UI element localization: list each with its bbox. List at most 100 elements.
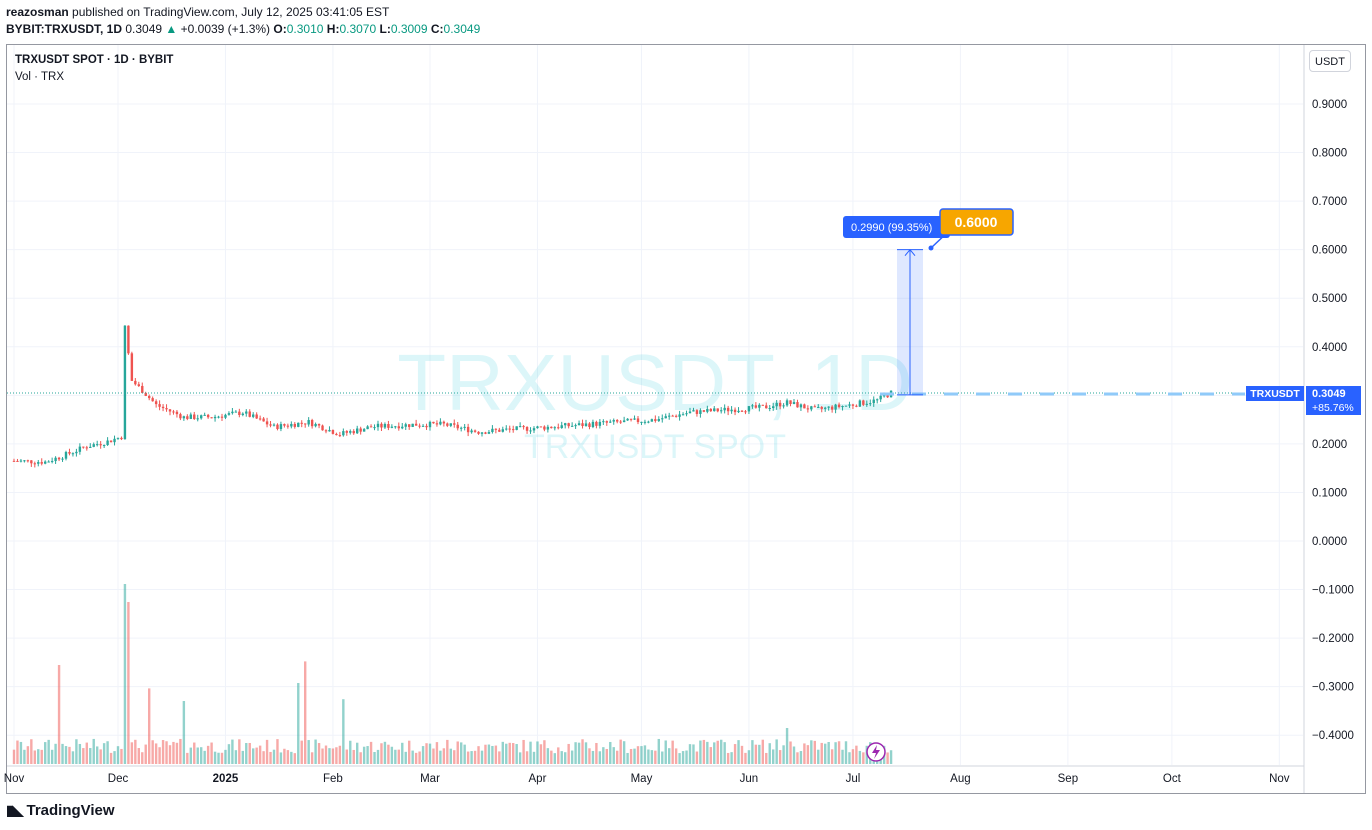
volume-bar — [803, 743, 806, 764]
candle-body — [643, 421, 647, 423]
candle-body — [442, 421, 446, 424]
volume-bar — [692, 744, 695, 764]
candle-body — [265, 421, 269, 425]
volume-bar — [612, 747, 615, 764]
candle-body — [508, 428, 511, 430]
volume-bar — [505, 743, 508, 764]
volume-bar — [647, 749, 650, 764]
volume-bar — [203, 750, 206, 764]
volume-bar — [85, 742, 88, 764]
tradingview-logo-icon: ▮◣ — [6, 802, 24, 818]
volume-bar — [463, 744, 466, 764]
volume-bar — [258, 745, 262, 764]
volume-bar — [154, 743, 158, 764]
chart-legend-main[interactable]: TRXUSDT SPOT · 1D · BYBIT — [15, 54, 174, 66]
last-price: 0.3049 — [125, 22, 163, 36]
volume-bar — [605, 748, 608, 764]
volume-bar — [414, 752, 418, 764]
candle-body — [151, 398, 154, 402]
volume-bar — [435, 742, 439, 764]
candle-body — [633, 418, 636, 420]
candle-body — [602, 421, 605, 423]
volume-bar — [428, 743, 432, 764]
volume-bar — [772, 749, 775, 764]
volume-bar — [186, 752, 189, 764]
volume-bar — [543, 740, 546, 764]
candle-body — [567, 423, 570, 427]
candle-body — [123, 325, 127, 440]
candle-body — [380, 423, 383, 428]
y-tick-label: 0.5000 — [1312, 293, 1347, 305]
volume-bar — [820, 742, 823, 764]
candle-body — [175, 411, 179, 415]
candle-body — [796, 402, 799, 408]
candle-body — [522, 426, 525, 428]
volume-bar — [106, 741, 109, 764]
volume-bar — [82, 748, 85, 764]
volume-bar — [362, 746, 366, 764]
candle-body — [324, 430, 328, 432]
candle-body — [543, 426, 546, 430]
volume-bar — [633, 748, 636, 764]
candle-body — [536, 426, 539, 429]
volume-bar — [50, 749, 54, 764]
candle-body — [57, 457, 61, 460]
y-tick-label: 0.4000 — [1312, 342, 1347, 354]
candle-body — [106, 440, 109, 446]
volume-bar — [678, 753, 681, 764]
volume-bar — [536, 741, 539, 764]
candle-body — [484, 432, 487, 434]
watermark-symbol: TRXUSDT, 1D — [397, 338, 913, 427]
volume-bar — [778, 750, 782, 764]
volume-bar — [307, 740, 310, 764]
candle-body — [612, 420, 615, 422]
volume-bar — [12, 749, 16, 764]
candle-body — [785, 400, 789, 406]
volume-bar — [144, 744, 147, 764]
candle-body — [886, 395, 889, 398]
currency-unit-button[interactable]: USDT — [1309, 50, 1351, 72]
volume-bar — [889, 750, 893, 764]
candle-body — [505, 428, 508, 430]
volume-bar — [688, 744, 692, 764]
target-price-text: 0.6000 — [955, 214, 998, 230]
target-price-box[interactable] — [939, 208, 1014, 236]
volume-bar — [224, 749, 227, 764]
candle-body — [231, 411, 234, 414]
candle-body — [685, 413, 688, 415]
volume-bar — [830, 749, 834, 764]
candle-body — [328, 429, 331, 432]
volume-bar — [512, 743, 515, 764]
candle-body — [366, 426, 369, 430]
candle-body — [376, 423, 380, 428]
x-tick-label: Feb — [323, 773, 343, 785]
volume-bar — [494, 745, 498, 764]
tradingview-logo[interactable]: ▮◣ TradingView — [6, 802, 115, 819]
candle-body — [664, 416, 667, 419]
measure-label-box[interactable] — [843, 216, 950, 238]
candle-body — [588, 423, 591, 427]
volume-bar — [286, 750, 290, 764]
chart-legend-volume[interactable]: Vol · TRX — [15, 71, 64, 83]
candle-body — [206, 414, 210, 418]
candle-body — [203, 414, 206, 416]
candle-body — [636, 418, 640, 423]
volume-bar — [179, 738, 182, 764]
volume-bar — [636, 746, 640, 764]
candle-body — [834, 404, 837, 410]
candle-body — [460, 427, 463, 429]
volume-bar — [137, 748, 140, 764]
volume-bar — [671, 740, 674, 764]
volume-bar — [855, 745, 858, 764]
candle-body — [668, 415, 671, 417]
volume-bar — [581, 739, 584, 764]
candle-body — [865, 403, 868, 405]
chart-frame[interactable] — [6, 44, 1366, 794]
candle-body — [16, 460, 19, 462]
volume-bar — [383, 741, 387, 764]
candle-body — [820, 407, 823, 409]
volume-bar — [92, 738, 95, 764]
volume-bar — [557, 747, 560, 764]
volume-bar — [685, 750, 688, 764]
